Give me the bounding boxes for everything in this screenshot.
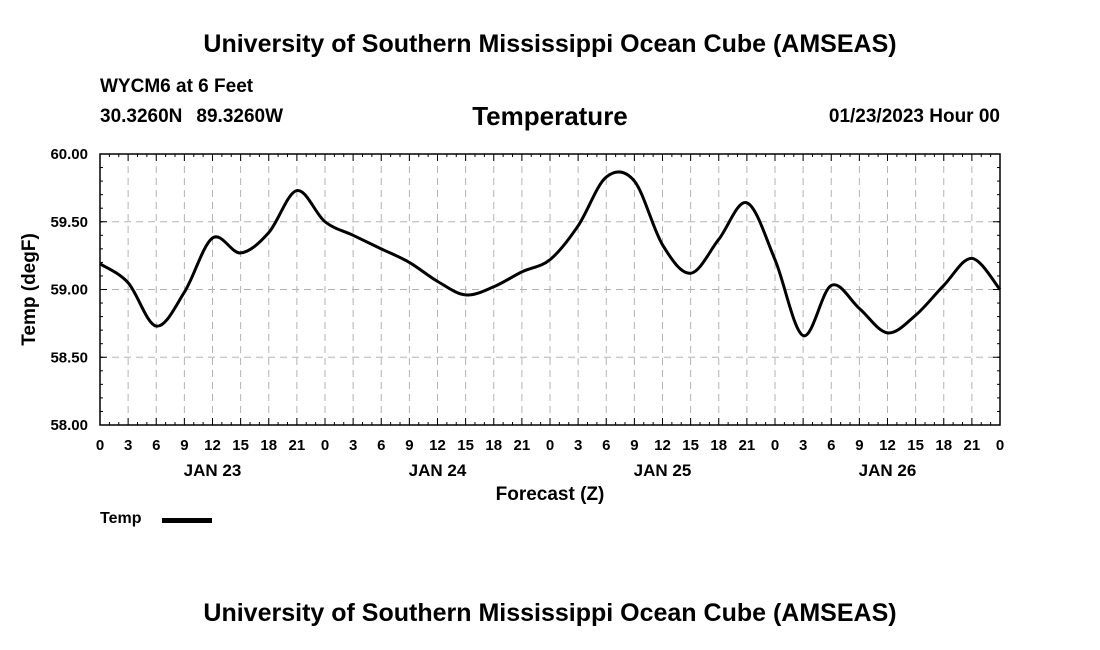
- day-label: JAN 23: [184, 461, 242, 480]
- x-tick-label: 21: [964, 437, 981, 454]
- x-tick-label: 9: [180, 437, 188, 454]
- temp-series-line: [99, 170, 1002, 338]
- latitude-label: 30.3260N: [100, 106, 183, 127]
- x-tick-label: 18: [485, 437, 502, 454]
- x-tick-label: 0: [96, 437, 104, 454]
- x-tick-label: 9: [630, 437, 638, 454]
- axis-labels: 0 3 6 9 12 15 18 21 0 3 6 9 12 15 18 21 0 3 6 9 12 15 18 21 0 3 6 9…: [50, 146, 1004, 480]
- legend-label: Temp: [100, 510, 142, 527]
- x-tick-label: 18: [710, 437, 727, 454]
- x-tick-label: 6: [152, 437, 160, 454]
- x-tick-label: 3: [349, 437, 357, 454]
- footer-title: University of Southern Mississippi Ocean…: [203, 599, 897, 627]
- station-coordinates: 30.3260N 89.3260W: [100, 106, 283, 128]
- x-tick-label: 3: [799, 437, 807, 454]
- x-tick-label: 0: [771, 437, 779, 454]
- x-tick-label: 15: [457, 437, 474, 454]
- x-tick-label: 18: [260, 437, 277, 454]
- page-title: University of Southern Mississippi Ocean…: [203, 30, 897, 58]
- x-tick-label: 21: [289, 437, 306, 454]
- x-tick-label: 6: [602, 437, 610, 454]
- legend-line-swatch: [162, 518, 212, 523]
- x-tick-label: 0: [546, 437, 554, 454]
- x-tick-label: 15: [232, 437, 249, 454]
- forecast-date: 01/23/2023 Hour 00: [828, 106, 1000, 127]
- x-tick-label: 12: [429, 437, 446, 454]
- x-tick-label: 6: [377, 437, 385, 454]
- x-tick-label: 0: [996, 437, 1004, 454]
- x-tick-label: 3: [574, 437, 582, 454]
- x-tick-label: 18: [935, 437, 952, 454]
- x-tick-label: 12: [879, 437, 896, 454]
- longitude-label: 89.3260W: [196, 106, 284, 127]
- x-tick-label: 12: [204, 437, 221, 454]
- x-tick-label: 12: [654, 437, 671, 454]
- x-tick-label: 0: [321, 437, 329, 454]
- x-tick-label: 15: [907, 437, 924, 454]
- x-tick-label: 21: [514, 437, 531, 454]
- y-tick-label: 59.00: [50, 282, 88, 299]
- x-tick-label: 15: [682, 437, 699, 454]
- y-tick-label: 59.50: [50, 214, 88, 231]
- y-axis-label: Temp (degF): [19, 233, 40, 346]
- grid-lines: [100, 154, 1000, 425]
- day-label: JAN 26: [859, 461, 917, 480]
- chart-title: Temperature: [472, 101, 628, 131]
- y-tick-label: 58.50: [50, 349, 88, 366]
- station-label: WYCM6 at 6 Feet: [100, 76, 254, 97]
- x-tick-label: 21: [739, 437, 756, 454]
- day-label: JAN 24: [409, 461, 467, 480]
- x-tick-label: 6: [827, 437, 835, 454]
- y-tick-label: 58.00: [50, 417, 88, 434]
- y-tick-label: 60.00: [50, 146, 88, 163]
- x-tick-label: 9: [855, 437, 863, 454]
- x-tick-label: 3: [124, 437, 132, 454]
- x-axis-label: Forecast (Z): [496, 484, 605, 505]
- day-label: JAN 25: [634, 461, 692, 480]
- x-tick-label: 9: [405, 437, 413, 454]
